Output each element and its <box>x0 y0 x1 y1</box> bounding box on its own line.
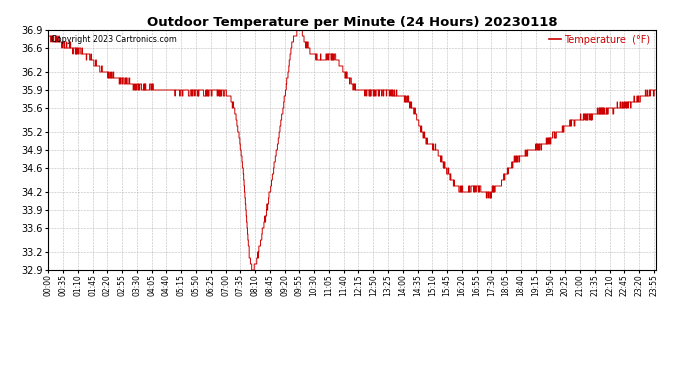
Title: Outdoor Temperature per Minute (24 Hours) 20230118: Outdoor Temperature per Minute (24 Hours… <box>146 16 558 29</box>
Text: Copyright 2023 Cartronics.com: Copyright 2023 Cartronics.com <box>51 35 177 44</box>
Legend: Temperature  (°F): Temperature (°F) <box>549 35 651 45</box>
